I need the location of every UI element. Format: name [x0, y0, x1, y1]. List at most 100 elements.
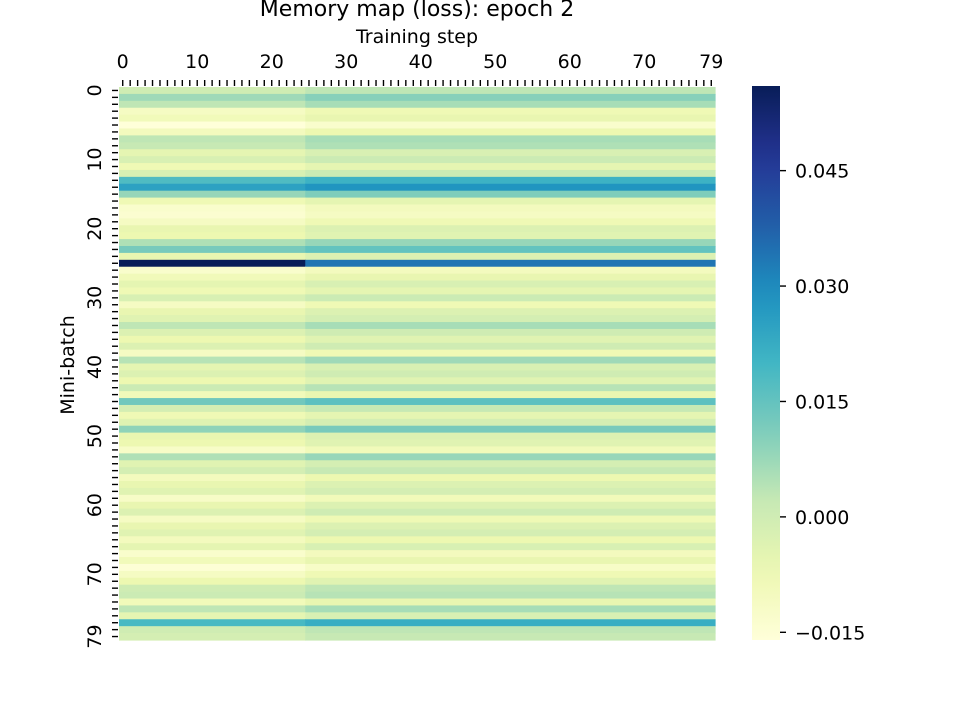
x-tick-label: 60 [558, 51, 582, 73]
heatmap-cell-row-73-seg-1 [305, 591, 716, 600]
heatmap-cell-row-63-seg-0 [119, 522, 306, 530]
x-tick-label: 10 [185, 51, 209, 73]
heatmap-cell-row-54-seg-1 [305, 460, 716, 468]
heatmap-cell-row-51-seg-1 [305, 439, 716, 448]
heatmap-cell-row-57-seg-0 [119, 481, 306, 489]
x-tick-label: 20 [260, 51, 284, 73]
heatmap-cell-row-10-seg-1 [305, 156, 716, 164]
heatmap-cell-row-49-seg-0 [119, 425, 306, 434]
heatmap-cell-row-0-seg-1 [305, 87, 716, 95]
heatmap-cell-row-19-seg-1 [305, 218, 716, 226]
heatmap-cell-row-47-seg-0 [119, 411, 306, 420]
heatmap-cell-row-13-seg-1 [305, 176, 716, 185]
y-axis-ticks: 0 10 20 30 40 50 60 70 79 [84, 84, 118, 649]
heatmap-cell-row-51-seg-0 [119, 439, 306, 448]
heatmap-cell-row-49-seg-1 [305, 425, 716, 434]
heatmap-cell-row-65-seg-1 [305, 536, 716, 544]
x-axis-ticks: 0 10 20 30 40 50 60 70 79 [117, 51, 723, 86]
heatmap-cell-row-64-seg-1 [305, 529, 716, 537]
heatmap-cell-row-38-seg-1 [305, 349, 716, 358]
heatmap-cell-row-38-seg-0 [119, 349, 306, 358]
heatmap-cells [119, 87, 716, 641]
heatmap-cell-row-8-seg-1 [305, 142, 716, 150]
heatmap-cell-row-44-seg-0 [119, 391, 306, 399]
heatmap-cell-row-60-seg-1 [305, 501, 716, 510]
heatmap-cell-row-71-seg-0 [119, 577, 306, 586]
heatmap-cell-row-9-seg-0 [119, 149, 306, 157]
y-tick-label: 50 [84, 424, 106, 448]
y-tick-label: 40 [84, 355, 106, 379]
heatmap-cell-row-62-seg-0 [119, 515, 306, 524]
heatmap-cell-row-52-seg-1 [305, 446, 716, 454]
heatmap-cell-row-20-seg-1 [305, 225, 716, 233]
heatmap-cell-row-6-seg-0 [119, 128, 306, 136]
heatmap-cell-row-79-seg-1 [305, 633, 716, 641]
heatmap-cell-row-76-seg-0 [119, 612, 306, 620]
heatmap-cell-row-78-seg-0 [119, 626, 306, 634]
heatmap-cell-row-73-seg-0 [119, 591, 306, 600]
heatmap-cell-row-7-seg-0 [119, 135, 306, 143]
heatmap-cell-row-15-seg-1 [305, 190, 716, 199]
heatmap-cell-row-32-seg-0 [119, 308, 306, 316]
heatmap-cell-row-54-seg-0 [119, 460, 306, 468]
x-tick-label: 30 [334, 51, 358, 73]
heatmap-cell-row-23-seg-0 [119, 245, 306, 254]
chart-title: Memory map (loss): epoch 2 [260, 0, 574, 22]
heatmap-cell-row-36-seg-1 [305, 335, 716, 344]
heatmap-cell-row-13-seg-0 [119, 176, 306, 185]
y-tick-label: 20 [84, 217, 106, 241]
heatmap-cell-row-26-seg-0 [119, 266, 306, 275]
heatmap-cell-row-45-seg-1 [305, 398, 716, 406]
heatmap-cell-row-18-seg-0 [119, 211, 306, 219]
heatmap-cell-row-70-seg-0 [119, 570, 306, 579]
heatmap-cell-row-79-seg-0 [119, 633, 306, 641]
heatmap-cell-row-3-seg-1 [305, 107, 716, 116]
heatmap-cell-row-14-seg-1 [305, 183, 716, 192]
heatmap-cell-row-66-seg-0 [119, 543, 306, 551]
heatmap-cell-row-45-seg-0 [119, 398, 306, 406]
x-tick-label: 70 [632, 51, 656, 73]
heatmap-cell-row-68-seg-1 [305, 557, 716, 565]
x-tick-label: 50 [483, 51, 507, 73]
heatmap-cell-row-28-seg-1 [305, 280, 716, 289]
heatmap-cell-row-40-seg-0 [119, 363, 306, 372]
heatmap-cell-row-17-seg-1 [305, 204, 716, 213]
heatmap-cell-row-46-seg-1 [305, 404, 716, 413]
heatmap-cell-row-26-seg-1 [305, 266, 716, 275]
heatmap-cell-row-74-seg-1 [305, 598, 716, 607]
y-tick-label: 70 [84, 562, 106, 586]
heatmap-cell-row-21-seg-0 [119, 232, 306, 240]
heatmap-cell-row-34-seg-0 [119, 322, 306, 330]
heatmap-cell-row-75-seg-1 [305, 605, 716, 613]
heatmap-cell-row-69-seg-1 [305, 563, 716, 572]
y-tick-label: 0 [84, 84, 106, 96]
heatmap-cell-row-42-seg-0 [119, 377, 306, 385]
heatmap-cell-row-1-seg-1 [305, 93, 716, 102]
heatmap-cell-row-59-seg-0 [119, 494, 306, 503]
heatmap-cell-row-69-seg-0 [119, 563, 306, 572]
heatmap-cell-row-16-seg-1 [305, 197, 716, 206]
heatmap-cell-row-56-seg-0 [119, 474, 306, 482]
y-tick-label: 60 [84, 493, 106, 517]
colorbar-tick-label: 0.030 [795, 276, 849, 298]
heatmap-cell-row-23-seg-1 [305, 245, 716, 254]
heatmap-cell-row-55-seg-0 [119, 467, 306, 475]
heatmap-cell-row-68-seg-0 [119, 557, 306, 565]
heatmap-cell-row-30-seg-1 [305, 294, 716, 302]
heatmap-cell-row-11-seg-0 [119, 163, 306, 171]
heatmap-cell-row-29-seg-1 [305, 287, 716, 295]
heatmap-cell-row-56-seg-1 [305, 474, 716, 482]
heatmap-cell-row-4-seg-0 [119, 114, 306, 123]
heatmap-cell-row-31-seg-0 [119, 301, 306, 309]
heatmap-cell-row-63-seg-1 [305, 522, 716, 530]
x-tick-label: 79 [699, 51, 723, 73]
heatmap-cell-row-24-seg-1 [305, 252, 716, 261]
heatmap-cell-row-0-seg-0 [119, 87, 306, 95]
heatmap-cell-row-47-seg-1 [305, 411, 716, 420]
heatmap-cell-row-64-seg-0 [119, 529, 306, 537]
heatmap-cell-row-39-seg-1 [305, 356, 716, 365]
heatmap-cell-row-72-seg-1 [305, 584, 716, 593]
heatmap-cell-row-25-seg-0 [119, 259, 306, 268]
y-axis-label: Mini-batch [57, 315, 79, 415]
